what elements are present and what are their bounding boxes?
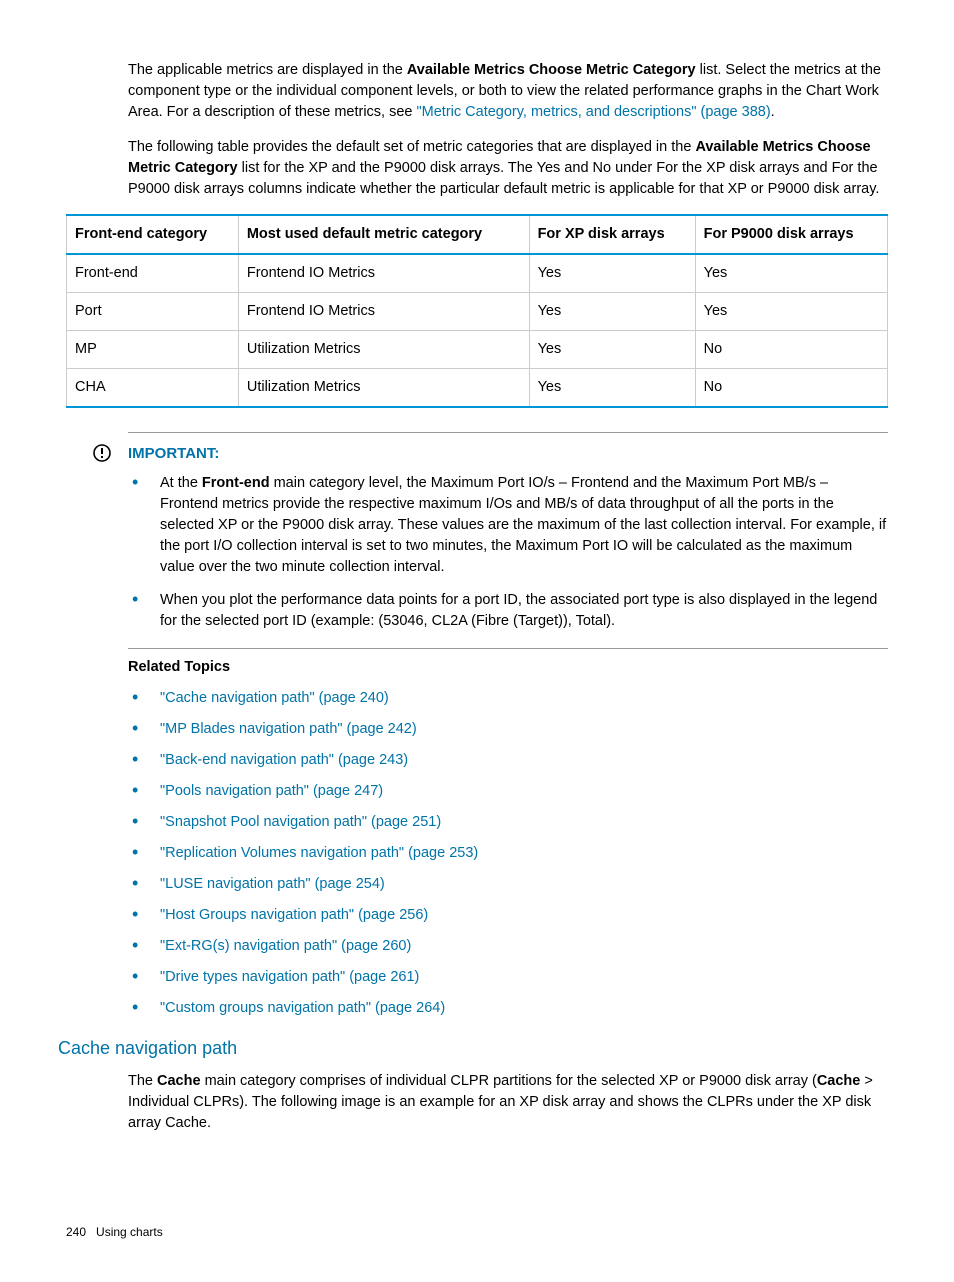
intro-p1-bold1: Available Metrics Choose Metric Category xyxy=(407,62,696,78)
table-cell: MP xyxy=(67,331,239,369)
cache-p1-t2: main category comprises of individual CL… xyxy=(201,1073,817,1089)
table-cell: Port xyxy=(67,293,239,331)
table-cell: Yes xyxy=(695,254,887,293)
related-link-custom-groups[interactable]: "Custom groups navigation path" (page 26… xyxy=(160,1000,445,1016)
table-cell: Yes xyxy=(695,293,887,331)
related-link-drive-types[interactable]: "Drive types navigation path" (page 261) xyxy=(160,969,419,985)
related-link-host-groups[interactable]: "Host Groups navigation path" (page 256) xyxy=(160,907,428,923)
related-link-snapshot-pool[interactable]: "Snapshot Pool navigation path" (page 25… xyxy=(160,814,441,830)
related-link-ext-rg[interactable]: "Ext-RG(s) navigation path" (page 260) xyxy=(160,938,411,954)
table-cell: Utilization Metrics xyxy=(238,331,529,369)
table-row: Port Frontend IO Metrics Yes Yes xyxy=(67,293,888,331)
important-b1-t2: main category level, the Maximum Port IO… xyxy=(160,475,886,575)
important-label: IMPORTANT: xyxy=(128,443,219,465)
important-item: When you plot the performance data point… xyxy=(160,590,888,632)
related-item: "Cache navigation path" (page 240) xyxy=(160,688,888,709)
related-link-cache[interactable]: "Cache navigation path" (page 240) xyxy=(160,690,389,706)
cache-p1-t1: The xyxy=(128,1073,157,1089)
related-item: "LUSE navigation path" (page 254) xyxy=(160,874,888,895)
cache-p1-b2: Cache xyxy=(817,1073,861,1089)
related-item: "Snapshot Pool navigation path" (page 25… xyxy=(160,812,888,833)
cache-p1-b1: Cache xyxy=(157,1073,201,1089)
table-cell: Utilization Metrics xyxy=(238,369,529,408)
table-cell: Frontend IO Metrics xyxy=(238,293,529,331)
related-item: "Back-end navigation path" (page 243) xyxy=(160,750,888,771)
table-header-metric: Most used default metric category xyxy=(238,215,529,254)
footer-title: Using charts xyxy=(96,1225,163,1239)
table-cell: Yes xyxy=(529,369,695,408)
table-row: MP Utilization Metrics Yes No xyxy=(67,331,888,369)
page-footer: 240 Using charts xyxy=(66,1224,888,1241)
important-b2: When you plot the performance data point… xyxy=(160,592,877,629)
important-section: IMPORTANT: At the Front-end main categor… xyxy=(128,432,888,632)
related-link-mp-blades[interactable]: "MP Blades navigation path" (page 242) xyxy=(160,721,417,737)
related-item: "MP Blades navigation path" (page 242) xyxy=(160,719,888,740)
intro-p2-text1: The following table provides the default… xyxy=(128,139,695,155)
table-cell: Front-end xyxy=(67,254,239,293)
table-header-p9000: For P9000 disk arrays xyxy=(695,215,887,254)
table-header-xp: For XP disk arrays xyxy=(529,215,695,254)
related-item: "Replication Volumes navigation path" (p… xyxy=(160,843,888,864)
table-cell: Frontend IO Metrics xyxy=(238,254,529,293)
cache-nav-heading: Cache navigation path xyxy=(58,1035,888,1061)
metric-category-link[interactable]: "Metric Category, metrics, and descripti… xyxy=(417,104,771,120)
intro-p1-text1: The applicable metrics are displayed in … xyxy=(128,62,407,78)
important-b1-bold: Front-end xyxy=(202,475,270,491)
related-link-luse[interactable]: "LUSE navigation path" (page 254) xyxy=(160,876,385,892)
metrics-table: Front-end category Most used default met… xyxy=(66,214,888,408)
important-list: At the Front-end main category level, th… xyxy=(160,473,888,632)
table-cell: Yes xyxy=(529,254,695,293)
related-item: "Ext-RG(s) navigation path" (page 260) xyxy=(160,936,888,957)
related-topics-section: Related Topics "Cache navigation path" (… xyxy=(128,648,888,1019)
table-row: CHA Utilization Metrics Yes No xyxy=(67,369,888,408)
important-b1-t1: At the xyxy=(160,475,202,491)
related-topics-label: Related Topics xyxy=(128,657,888,678)
cache-nav-paragraph: The Cache main category comprises of ind… xyxy=(128,1071,888,1134)
table-cell: No xyxy=(695,369,887,408)
table-header-row: Front-end category Most used default met… xyxy=(67,215,888,254)
related-link-back-end[interactable]: "Back-end navigation path" (page 243) xyxy=(160,752,408,768)
related-topics-list: "Cache navigation path" (page 240) "MP B… xyxy=(160,688,888,1019)
table-header-category: Front-end category xyxy=(67,215,239,254)
intro-p2-text2: list for the XP and the P9000 disk array… xyxy=(128,160,879,197)
page-number: 240 xyxy=(66,1224,86,1241)
intro-paragraph-1: The applicable metrics are displayed in … xyxy=(128,60,888,200)
table-cell: CHA xyxy=(67,369,239,408)
related-item: "Drive types navigation path" (page 261) xyxy=(160,967,888,988)
table-cell: No xyxy=(695,331,887,369)
related-item: "Pools navigation path" (page 247) xyxy=(160,781,888,802)
related-link-pools[interactable]: "Pools navigation path" (page 247) xyxy=(160,783,383,799)
important-icon xyxy=(92,443,112,463)
related-link-replication-volumes[interactable]: "Replication Volumes navigation path" (p… xyxy=(160,845,478,861)
table-cell: Yes xyxy=(529,293,695,331)
table-row: Front-end Frontend IO Metrics Yes Yes xyxy=(67,254,888,293)
intro-p1-text3: . xyxy=(771,104,775,120)
related-item: "Host Groups navigation path" (page 256) xyxy=(160,905,888,926)
related-item: "Custom groups navigation path" (page 26… xyxy=(160,998,888,1019)
important-item: At the Front-end main category level, th… xyxy=(160,473,888,578)
important-header: IMPORTANT: xyxy=(128,443,888,465)
table-cell: Yes xyxy=(529,331,695,369)
